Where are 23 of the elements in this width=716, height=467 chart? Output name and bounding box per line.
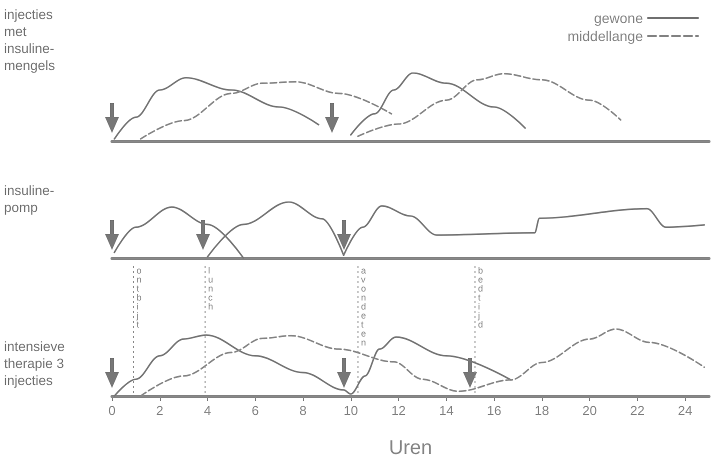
- x-tick-label: 24: [678, 403, 692, 418]
- ref-line-label: bedtijd: [476, 266, 483, 330]
- legend-label: gewone: [594, 10, 644, 26]
- y-axis-title: intensieve therapie 3 injecties: [4, 338, 66, 389]
- x-tick-label: 22: [630, 403, 645, 418]
- x-axis-title: Uren: [388, 437, 432, 459]
- x-tick-label: 20: [582, 403, 597, 418]
- x-tick-label: 14: [439, 403, 454, 418]
- y-axis-title: insuline-pomp: [4, 182, 56, 216]
- x-tick-label: 10: [344, 403, 358, 418]
- x-tick-label: 2: [156, 403, 164, 418]
- x-tick-label: 16: [486, 403, 502, 418]
- x-tick-label: 12: [391, 403, 406, 418]
- ref-line-label: ontbijt: [135, 266, 142, 330]
- x-tick-label: 8: [299, 403, 307, 418]
- x-tick-label: 0: [108, 403, 116, 418]
- y-axis-title: injecties met insuline-mengels: [4, 6, 56, 74]
- legend-label: middellange: [568, 28, 644, 44]
- ref-line-label: lunch: [208, 266, 214, 312]
- x-tick-label: 6: [252, 403, 259, 418]
- x-tick-label: 18: [534, 403, 550, 418]
- text: avondeten: [360, 266, 366, 348]
- x-tick-label: 4: [204, 403, 212, 418]
